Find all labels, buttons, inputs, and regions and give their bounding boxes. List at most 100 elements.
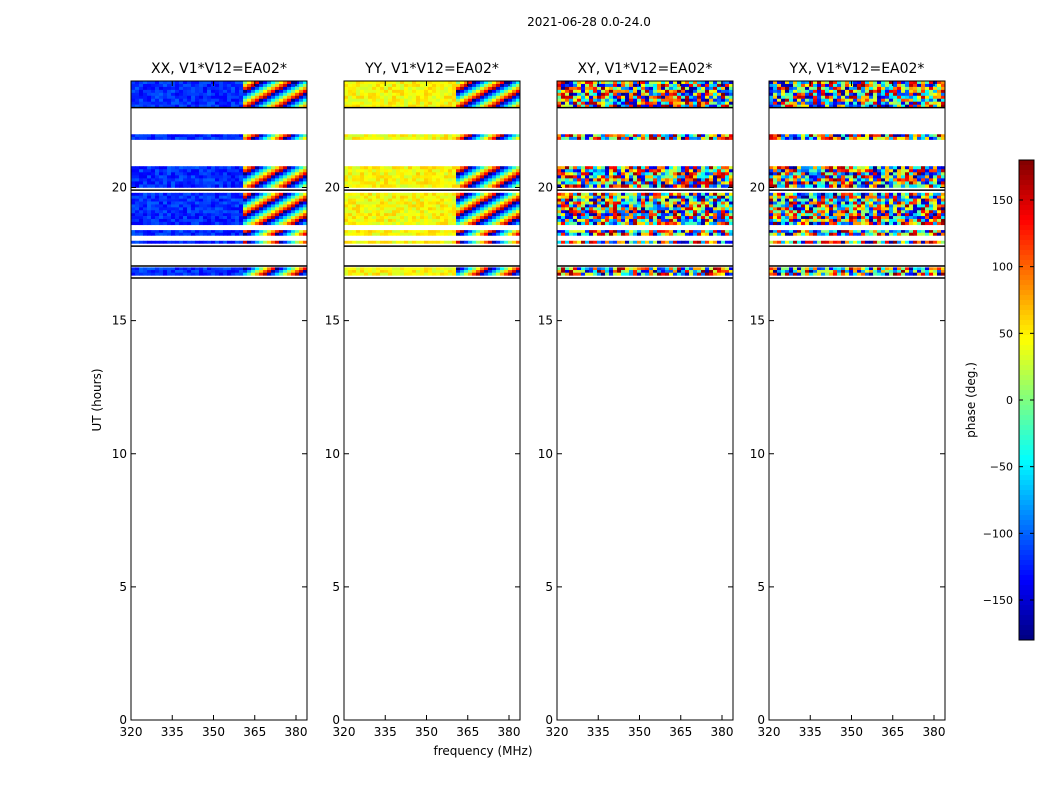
heatmap-cell <box>416 192 421 197</box>
heatmap-cell <box>231 169 236 173</box>
heatmap-cell <box>585 218 590 223</box>
heatmap-cell <box>255 230 260 234</box>
heatmap-cell <box>585 134 590 138</box>
heatmap-cell <box>440 136 445 140</box>
heatmap-cell <box>239 207 244 211</box>
heatmap-cell <box>368 195 373 199</box>
heatmap-cell <box>448 136 453 140</box>
heatmap-cell <box>444 230 449 234</box>
heatmap-cell <box>488 221 493 226</box>
heatmap-cell <box>709 192 714 197</box>
heatmap-cell <box>271 230 276 234</box>
heatmap-cell <box>645 83 650 88</box>
heatmap-cell <box>585 232 590 236</box>
heatmap-cell <box>629 272 634 276</box>
heatmap-cell <box>275 95 280 100</box>
heatmap-cell <box>569 221 574 226</box>
heatmap-cell <box>147 95 152 100</box>
heatmap-cell <box>673 86 678 91</box>
heatmap-cell <box>408 218 413 223</box>
heatmap-cell <box>243 221 248 226</box>
heatmap-cell <box>605 221 610 226</box>
heatmap-cell <box>585 210 590 214</box>
heatmap-cell <box>243 83 248 88</box>
heatmap-cell <box>424 134 429 138</box>
heatmap-cell <box>275 98 280 103</box>
heatmap-cell <box>661 83 666 88</box>
heatmap-cell <box>625 210 630 214</box>
heatmap-cell <box>436 267 441 271</box>
heatmap-cell <box>235 210 240 214</box>
heatmap-cell <box>637 181 642 185</box>
heatmap-cell <box>299 240 304 244</box>
heatmap-cell <box>601 172 606 176</box>
heatmap-cell <box>464 83 469 88</box>
heatmap-cell <box>729 101 734 105</box>
heatmap-cell <box>665 166 670 170</box>
heatmap-cell <box>163 210 168 214</box>
heatmap-cell <box>384 86 389 91</box>
heatmap-cell <box>512 201 517 205</box>
heatmap-cell <box>183 201 188 205</box>
heatmap-cell <box>239 98 244 103</box>
heatmap-cell <box>135 216 140 220</box>
heatmap-cell <box>496 198 501 202</box>
heatmap-cell <box>480 98 485 103</box>
heatmap-cell <box>191 240 196 244</box>
heatmap-cell <box>183 272 188 276</box>
heatmap-cell <box>388 81 393 85</box>
heatmap-cell <box>223 86 228 91</box>
heatmap-cell <box>480 230 485 234</box>
heatmap-cell <box>436 240 441 244</box>
heatmap-cell <box>512 192 517 197</box>
heatmap-cell <box>673 83 678 88</box>
heatmap-cell <box>167 213 172 217</box>
heatmap-cell <box>593 270 598 273</box>
heatmap-cell <box>396 83 401 88</box>
heatmap-cell <box>705 134 710 138</box>
heatmap-cell <box>400 270 405 273</box>
heatmap-cell <box>885 89 890 94</box>
heatmap-cell <box>845 89 850 94</box>
heatmap-cell <box>428 83 433 88</box>
heatmap-cell <box>255 240 260 244</box>
heatmap-cell <box>661 232 666 236</box>
heatmap-cell <box>729 192 734 197</box>
heatmap-cell <box>440 89 445 94</box>
heatmap-cell <box>187 181 192 185</box>
heatmap-cell <box>641 98 646 103</box>
heatmap-cell <box>171 136 176 140</box>
heatmap-cell <box>143 198 148 202</box>
heatmap-cell <box>557 272 562 276</box>
heatmap-cell <box>613 216 618 220</box>
heatmap-cell <box>468 166 473 170</box>
heatmap-cell <box>428 267 433 271</box>
heatmap-cell <box>593 181 598 185</box>
heatmap-cell <box>440 192 445 197</box>
heatmap-cell <box>187 95 192 100</box>
heatmap-cell <box>231 267 236 271</box>
heatmap-cell <box>472 232 477 236</box>
heatmap-cell <box>464 210 469 214</box>
heatmap-cell <box>909 89 914 94</box>
heatmap-cell <box>673 232 678 236</box>
heatmap-cell <box>175 92 180 97</box>
heatmap-cell <box>255 175 260 179</box>
heatmap-cell <box>235 166 240 170</box>
heatmap-cell <box>299 101 304 105</box>
heatmap-cell <box>701 95 706 100</box>
heatmap-cell <box>472 192 477 197</box>
heatmap-cell <box>143 204 148 208</box>
heatmap-cell <box>376 232 381 236</box>
heatmap-cell <box>681 136 686 140</box>
heatmap-cell <box>729 210 734 214</box>
heatmap-cell <box>480 172 485 176</box>
heatmap-cell <box>416 201 421 205</box>
heatmap-cell <box>368 86 373 91</box>
heatmap-cell <box>689 95 694 100</box>
heatmap-cell <box>516 92 521 97</box>
heatmap-cell <box>665 134 670 138</box>
heatmap-cell <box>472 89 477 94</box>
heatmap-cell <box>657 136 662 140</box>
heatmap-cell <box>219 101 224 105</box>
